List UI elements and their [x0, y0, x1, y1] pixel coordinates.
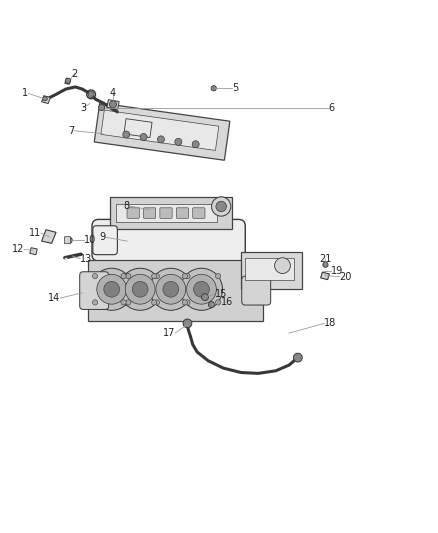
- Circle shape: [293, 353, 302, 362]
- Polygon shape: [88, 260, 263, 321]
- Circle shape: [180, 268, 223, 310]
- FancyBboxPatch shape: [193, 208, 205, 219]
- Polygon shape: [110, 197, 232, 230]
- FancyBboxPatch shape: [242, 276, 271, 305]
- Circle shape: [208, 302, 215, 308]
- Circle shape: [216, 201, 226, 212]
- Circle shape: [152, 273, 157, 279]
- Text: 4: 4: [110, 88, 116, 98]
- Circle shape: [187, 274, 216, 304]
- Polygon shape: [321, 272, 329, 280]
- Text: 10: 10: [84, 235, 96, 245]
- Polygon shape: [42, 230, 56, 243]
- Circle shape: [66, 237, 72, 243]
- Polygon shape: [245, 257, 294, 280]
- FancyBboxPatch shape: [80, 272, 109, 310]
- Circle shape: [88, 91, 94, 98]
- Circle shape: [157, 136, 164, 143]
- Circle shape: [215, 300, 221, 305]
- Text: 21: 21: [319, 254, 332, 264]
- Text: 20: 20: [339, 272, 352, 281]
- Circle shape: [123, 131, 130, 138]
- Circle shape: [125, 274, 155, 304]
- Text: 2: 2: [71, 69, 78, 79]
- Circle shape: [323, 262, 328, 268]
- Circle shape: [65, 78, 71, 84]
- Circle shape: [99, 104, 105, 110]
- Circle shape: [154, 300, 159, 305]
- Circle shape: [126, 273, 131, 279]
- Circle shape: [140, 133, 147, 141]
- Circle shape: [132, 281, 148, 297]
- Text: 5: 5: [232, 83, 238, 93]
- Text: 15: 15: [215, 289, 227, 299]
- Circle shape: [215, 273, 221, 279]
- Circle shape: [121, 300, 126, 305]
- Circle shape: [201, 294, 208, 301]
- Text: 12: 12: [12, 245, 24, 254]
- Circle shape: [194, 281, 209, 297]
- Polygon shape: [101, 110, 219, 150]
- Text: 11: 11: [28, 228, 41, 238]
- Polygon shape: [124, 119, 152, 138]
- Circle shape: [152, 300, 157, 305]
- Text: 13: 13: [80, 254, 92, 264]
- Circle shape: [43, 96, 47, 101]
- Text: 18: 18: [324, 318, 336, 328]
- Circle shape: [104, 281, 120, 297]
- FancyBboxPatch shape: [92, 220, 245, 261]
- Polygon shape: [65, 78, 71, 84]
- Circle shape: [192, 141, 199, 148]
- Circle shape: [110, 101, 117, 108]
- Polygon shape: [30, 248, 37, 255]
- Text: 6: 6: [328, 103, 335, 113]
- Text: 8: 8: [123, 201, 129, 211]
- Polygon shape: [241, 252, 302, 289]
- Text: 16: 16: [221, 297, 233, 308]
- Circle shape: [211, 86, 216, 91]
- Circle shape: [275, 258, 290, 273]
- Circle shape: [212, 197, 231, 216]
- Circle shape: [175, 139, 182, 146]
- Circle shape: [163, 281, 179, 297]
- Polygon shape: [107, 100, 119, 109]
- Circle shape: [97, 274, 127, 304]
- Circle shape: [182, 300, 187, 305]
- Circle shape: [92, 300, 98, 305]
- Text: 1: 1: [22, 88, 28, 99]
- FancyBboxPatch shape: [64, 237, 71, 244]
- Circle shape: [92, 273, 98, 279]
- FancyBboxPatch shape: [127, 208, 139, 219]
- Polygon shape: [42, 96, 50, 103]
- Circle shape: [119, 268, 161, 310]
- Circle shape: [121, 273, 126, 279]
- Circle shape: [150, 268, 192, 310]
- FancyBboxPatch shape: [143, 208, 156, 219]
- Circle shape: [126, 300, 131, 305]
- FancyBboxPatch shape: [93, 226, 117, 255]
- Text: 9: 9: [99, 232, 105, 242]
- Circle shape: [154, 273, 159, 279]
- Text: 3: 3: [80, 103, 86, 113]
- Circle shape: [185, 300, 190, 305]
- Circle shape: [182, 273, 187, 279]
- Text: 17: 17: [163, 328, 175, 338]
- Circle shape: [183, 319, 192, 328]
- Text: 14: 14: [48, 293, 60, 303]
- Polygon shape: [94, 103, 230, 160]
- FancyBboxPatch shape: [160, 208, 172, 219]
- FancyBboxPatch shape: [176, 208, 188, 219]
- Circle shape: [91, 268, 133, 310]
- Circle shape: [185, 273, 190, 279]
- Text: 19: 19: [331, 266, 343, 276]
- Text: 7: 7: [68, 126, 74, 136]
- Polygon shape: [116, 204, 217, 222]
- Circle shape: [156, 274, 186, 304]
